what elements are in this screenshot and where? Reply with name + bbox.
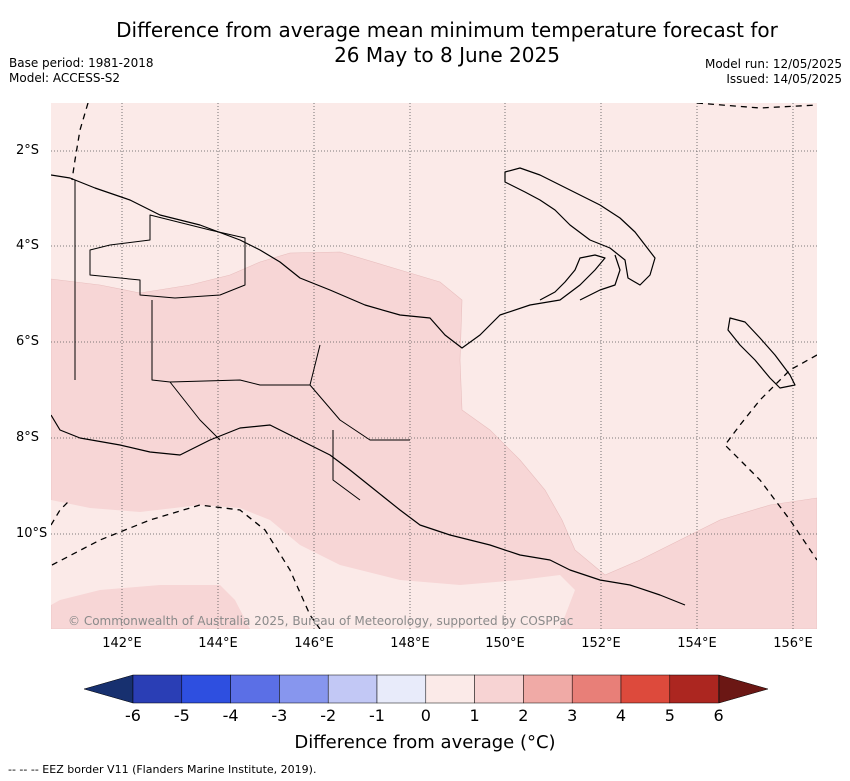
model-name: Model: ACCESS-S2 [9, 71, 121, 85]
lon-tick-label: 142°E [102, 636, 142, 651]
copyright-note: © Commonwealth of Australia 2025, Bureau… [68, 614, 574, 628]
colorbar-box [376, 674, 427, 704]
lat-tick-label: 2°S [16, 143, 40, 158]
lat-tick-label: 4°S [16, 238, 40, 253]
new-guinea-coastline [51, 174, 686, 606]
lon-tick-label: 148°E [390, 636, 430, 651]
new-britain-coastline [504, 167, 656, 286]
lon-tick-label: 152°E [581, 636, 621, 651]
colorbar-box [279, 674, 329, 704]
colorbar-label: -6 [125, 706, 141, 725]
eez-border-south [51, 499, 71, 526]
anomaly-0-1-sliver-south [51, 500, 575, 629]
eez-border-south-east [724, 354, 817, 561]
title-line-2: 26 May to 8 June 2025 [334, 43, 560, 67]
colorbar-box [474, 674, 524, 704]
lat-tick-label: 6°S [16, 334, 40, 349]
lon-tick-label: 146°E [294, 636, 334, 651]
lon-tick-label: 154°E [677, 636, 717, 651]
colorbar-title: Difference from average (°C) [294, 732, 556, 753]
colorbar-box [230, 674, 280, 704]
colorbar-label: -3 [271, 706, 288, 725]
base-period: Base period: 1981-2018 [9, 56, 154, 70]
colorbar-box [181, 674, 231, 704]
colorbar-box [425, 674, 475, 704]
colorbar-box [523, 674, 573, 704]
colorbar-label: 0 [420, 706, 431, 725]
colorbar-label: 5 [664, 706, 675, 725]
colorbar-box [132, 674, 183, 704]
meta-left: Base period: 1981-2018 Model: ACCESS-S2 [9, 56, 154, 86]
eez-border-east [696, 103, 817, 109]
colorbar-label: 4 [615, 706, 627, 725]
colorbar-label: 3 [567, 706, 578, 725]
colorbar-box [669, 674, 719, 704]
colorbar [83, 674, 769, 704]
colorbar-label: -1 [369, 706, 385, 725]
colorbar-box [620, 674, 671, 704]
colorbar-max-arrow [718, 674, 769, 704]
colorbar-label: 2 [518, 706, 529, 725]
colorbar-label: -4 [222, 706, 239, 725]
colorbar-min-arrow [83, 674, 134, 704]
bougainville-coastline [727, 317, 796, 389]
colorbar-label: 6 [713, 706, 724, 725]
lon-tick-label: 144°E [198, 636, 238, 651]
issued-date: Issued: 14/05/2025 [726, 72, 842, 86]
eez-footnote: -- -- -- EEZ border V11 (Flanders Marine… [8, 763, 317, 776]
model-run: Model run: 12/05/2025 [704, 57, 842, 71]
meta-right: Model run: 12/05/2025 Issued: 14/05/2025 [705, 57, 842, 87]
colorbar-label: -2 [320, 706, 337, 725]
colorbar-box [571, 674, 622, 704]
border-lines [74, 180, 410, 501]
colorbar-label: 1 [469, 706, 480, 725]
lat-tick-label: 10°S [16, 526, 48, 541]
colorbar-label: -5 [173, 706, 190, 725]
lat-tick-label: 8°S [16, 430, 40, 445]
map-title: Difference from average mean minimum tem… [90, 18, 804, 68]
lon-tick-label: 156°E [773, 636, 813, 651]
colorbar-box [327, 674, 378, 704]
title-line-1: Difference from average mean minimum tem… [116, 18, 778, 42]
lon-tick-label: 150°E [485, 636, 525, 651]
eez-border-north-west [71, 103, 89, 181]
eez-border-west [51, 504, 321, 629]
